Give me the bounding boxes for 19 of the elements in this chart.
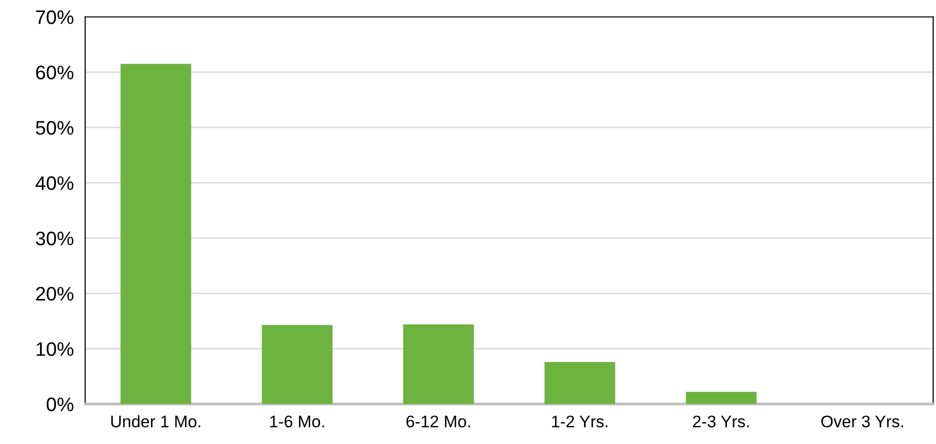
x-tick-label: 1-6 Mo.	[270, 416, 324, 428]
bar	[544, 362, 616, 404]
bar	[120, 64, 192, 404]
x-tick-label: 1-2 Yrs.	[552, 416, 608, 428]
x-tick-label: 6-12 Mo.	[406, 416, 470, 428]
y-tick-label: 20%	[36, 286, 74, 301]
bar	[262, 324, 333, 404]
y-tick-label: 30%	[36, 232, 74, 246]
bar	[403, 324, 474, 404]
y-tick-label: 10%	[36, 342, 74, 356]
x-tick-label: 2-3 Yrs.	[693, 416, 749, 428]
y-tick-label: 50%	[36, 120, 74, 135]
x-tick-label: Over 3 Yrs.	[821, 416, 903, 428]
y-tick-label: 60%	[36, 66, 74, 80]
bar	[686, 392, 757, 404]
x-tick-label: Under 1 Mo.	[111, 415, 200, 428]
y-tick-label: 70%	[36, 10, 74, 24]
y-tick-label: 40%	[36, 176, 74, 190]
y-tick-label: 0%	[46, 398, 74, 412]
